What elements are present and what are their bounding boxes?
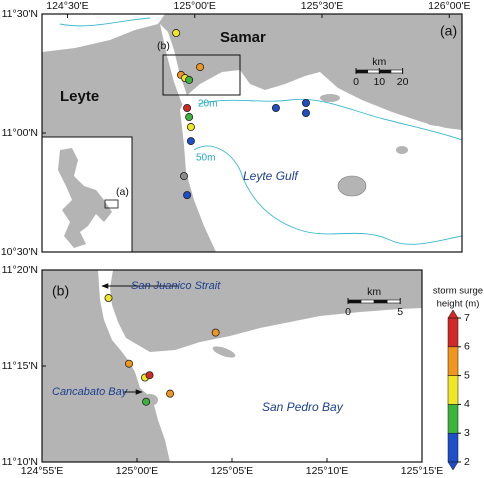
- colorbar-label: 6: [464, 341, 470, 353]
- station: [301, 99, 310, 108]
- x-tick-label: 125°15'E: [401, 465, 443, 477]
- gulf: [180, 70, 462, 252]
- scale-segment: [347, 299, 362, 304]
- island: [337, 175, 367, 197]
- panel-label: (a): [440, 23, 457, 39]
- station: [125, 359, 134, 368]
- scale-segment: [367, 69, 380, 74]
- scale-segment: [390, 69, 403, 74]
- x-tick-label: 126°00'E: [428, 0, 470, 12]
- colorbar-under: [447, 461, 459, 471]
- colorbar-bin: [447, 432, 459, 463]
- scale-label: 10: [373, 76, 385, 88]
- sea: [42, 14, 165, 52]
- island: [426, 118, 454, 126]
- y-tick-label: 11°10'N: [2, 456, 38, 468]
- bay: [122, 308, 422, 462]
- x-tick-label: 125°05'E: [211, 465, 253, 477]
- water-label: San Pedro Bay: [262, 400, 344, 414]
- island: [320, 94, 340, 102]
- place-label: Leyte: [60, 88, 99, 105]
- y-tick-label: 10°30'N: [1, 246, 38, 258]
- contour: [59, 17, 151, 27]
- station: [271, 104, 280, 113]
- scale-label: 5: [397, 306, 403, 318]
- x-tick-label: 124°55'E: [21, 465, 63, 477]
- scale-segment: [355, 69, 368, 74]
- x-tick-label: 125°10'E: [306, 465, 348, 477]
- station: [166, 389, 175, 398]
- contour-label: 20m: [198, 99, 217, 110]
- x-tick-label: 125°00'E: [174, 0, 216, 12]
- y-tick-label: 11°00'N: [2, 127, 38, 139]
- scale-label: 0: [353, 76, 359, 88]
- station: [172, 29, 181, 38]
- station: [196, 63, 205, 72]
- colorbar-title: height (m): [437, 299, 480, 310]
- colorbar-label: 2: [464, 456, 470, 468]
- scale-segment: [373, 299, 388, 304]
- scale-unit: km: [372, 56, 386, 68]
- station: [185, 75, 194, 84]
- colorbar-label: 5: [464, 369, 470, 381]
- inset-box: [104, 199, 119, 209]
- scale-label: 0: [345, 306, 351, 318]
- contour-label: 50m: [196, 153, 215, 164]
- colorbar-bin: [447, 346, 459, 376]
- colorbar-label: 3: [464, 427, 470, 439]
- colorbar-bin: [447, 375, 459, 405]
- water-label: San Juanico Strait: [131, 280, 221, 292]
- x-tick-label: 125°30'E: [301, 0, 343, 12]
- station: [301, 109, 310, 118]
- scale-segment: [379, 69, 392, 74]
- scale-unit: km: [367, 286, 381, 298]
- station: [211, 328, 220, 337]
- contour-20m: [197, 98, 462, 141]
- panel-a-map: [42, 14, 462, 252]
- station: [142, 397, 151, 406]
- station: [183, 104, 192, 113]
- station: [183, 191, 192, 200]
- water-label: Cancabato Bay: [52, 386, 129, 398]
- panel-b-map: [42, 270, 422, 462]
- strait: [160, 24, 188, 104]
- y-tick-label: 11°15'N: [2, 360, 38, 372]
- panel-b-box: [162, 54, 241, 96]
- colorbar-bin: [447, 404, 459, 434]
- x-tick-label: 125°00'E: [116, 465, 158, 477]
- contour-50m: [193, 145, 462, 245]
- panel-label: (b): [52, 283, 69, 299]
- inset-land: [58, 148, 112, 248]
- y-tick-label: 11°20'N: [2, 264, 38, 276]
- station: [104, 294, 113, 303]
- station: [186, 137, 195, 146]
- island: [396, 146, 408, 154]
- island: [212, 346, 236, 358]
- colorbar-title: storm surge: [433, 286, 483, 297]
- x-tick-label: 124°30'E: [46, 0, 88, 12]
- station: [180, 172, 189, 181]
- station: [145, 371, 154, 380]
- water-label: Leyte Gulf: [243, 169, 299, 183]
- box-label: (b): [157, 40, 170, 52]
- scale-segment: [360, 299, 375, 304]
- inset-label: (a): [116, 186, 129, 198]
- colorbar-over: [447, 309, 459, 319]
- strait: [98, 270, 134, 352]
- place-label: Samar: [220, 29, 266, 46]
- scale-segment: [386, 299, 401, 304]
- station: [185, 113, 194, 122]
- colorbar-bin: [447, 317, 459, 348]
- colorbar-label: 7: [464, 312, 470, 324]
- scale-label: 20: [397, 76, 409, 88]
- y-tick-label: 11°30'N: [2, 8, 38, 20]
- station: [186, 123, 195, 132]
- colorbar-label: 4: [464, 398, 470, 410]
